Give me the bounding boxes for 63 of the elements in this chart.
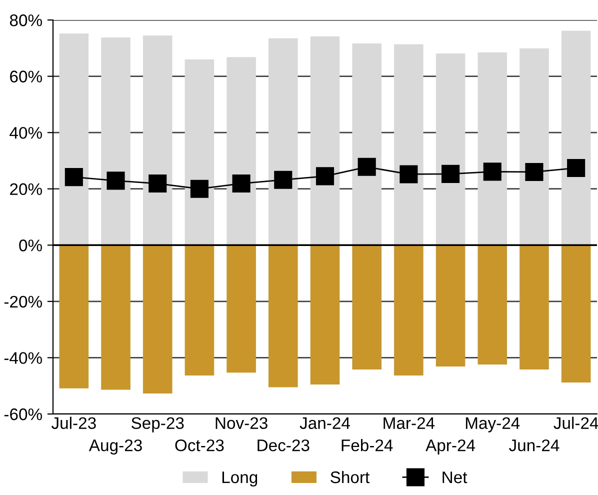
bar [59,245,89,388]
y-tick-label: 20% [10,183,42,196]
point [190,180,208,198]
bar [310,245,340,384]
x-tick-label: Jul-24 [554,416,598,430]
bar [561,245,591,382]
x-tick-label: Oct-23 [175,439,224,452]
x-tick-label: Feb-24 [342,439,393,452]
x-tick-label: Dec-23 [258,439,310,452]
legend-label: Long [222,472,258,487]
x-tick-label: Jun-24 [509,439,560,452]
point [442,164,460,183]
x-tick-label: Nov-23 [216,417,268,430]
bar [268,245,298,388]
bar [310,36,340,246]
bar [142,245,172,394]
bar [561,30,591,246]
y-tick-label: 0% [19,240,42,252]
bar [268,38,298,246]
legend-label: Net [442,472,468,484]
x-tick-label: Sep-23 [132,417,184,432]
point [358,158,376,176]
x-tick-label: May-24 [466,417,520,432]
y-tick-label: -60% [4,408,42,420]
bar [184,245,214,376]
bar [142,35,172,246]
bar [520,48,549,246]
bar [478,245,508,364]
point [64,168,83,186]
point [316,167,334,186]
point [106,172,125,190]
x-tick-label: Jan-24 [300,417,350,430]
bar [101,37,130,246]
point [483,162,502,181]
point [567,159,586,178]
x-tick-label: Jul-23 [51,416,96,430]
bar [101,245,130,390]
bar [394,245,424,376]
bar [226,57,256,246]
y-tick-label: 80% [10,14,42,26]
point [232,174,250,193]
bar [436,245,466,366]
bar [226,245,256,373]
point [400,165,418,184]
bar [520,245,549,370]
bar [352,245,382,370]
point [525,162,544,181]
y-tick-label: 40% [10,126,42,139]
x-tick-label: Apr-24 [426,439,476,455]
bar [478,52,508,246]
bar [436,53,466,246]
y-tick-label: 60% [10,70,42,82]
x-tick-label: Aug-23 [88,439,142,455]
x-tick-label: Mar-24 [384,417,435,430]
bar [394,44,424,246]
point [148,174,167,193]
y-tick-label: -40% [4,352,42,364]
point [274,170,292,189]
bar [59,34,89,246]
legend-label: Short [330,470,370,484]
bar [352,43,382,246]
y-tick-label: -20% [4,296,42,308]
bar [184,59,214,246]
